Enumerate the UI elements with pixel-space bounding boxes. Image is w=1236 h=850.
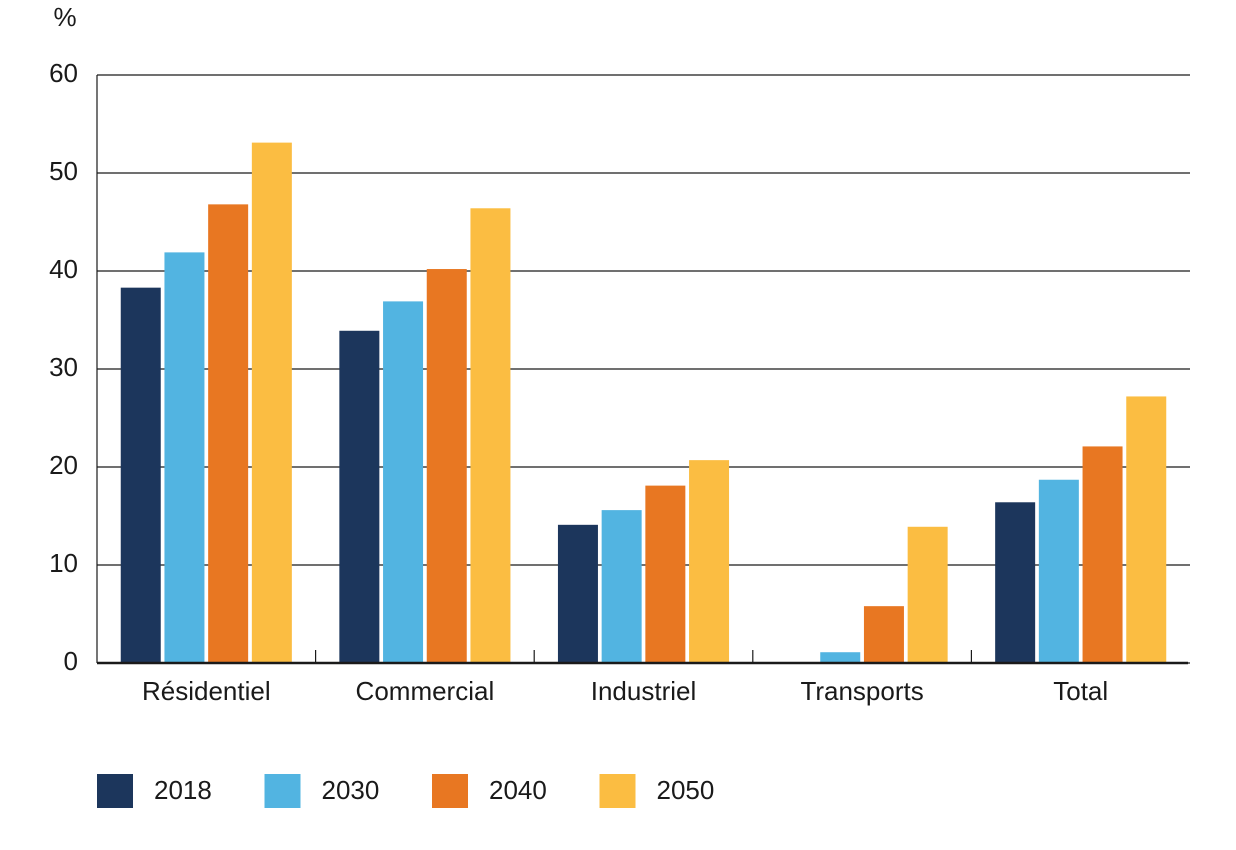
legend-swatch (599, 774, 636, 808)
bar (208, 204, 249, 664)
bar (1082, 446, 1123, 663)
y-tick-label: 10 (49, 548, 78, 578)
x-tick-label: Commercial (356, 676, 495, 706)
legend-label: 2018 (154, 775, 212, 805)
y-tick-label: 20 (49, 450, 78, 480)
x-tick-label: Résidentiel (142, 676, 271, 706)
legend-swatch (97, 774, 133, 808)
y-tick-label: 50 (49, 156, 78, 186)
legend-label: 2030 (322, 775, 380, 805)
x-tick-label: Industriel (591, 676, 697, 706)
bar (426, 269, 467, 663)
bar (470, 208, 511, 663)
bar (1126, 396, 1167, 663)
bar (557, 524, 598, 663)
bar (645, 485, 686, 663)
y-tick-label: 60 (49, 58, 78, 88)
bar (120, 287, 161, 663)
x-tick-label: Transports (800, 676, 923, 706)
y-tick-label: 0 (64, 646, 78, 676)
bar (383, 301, 424, 663)
legend-swatch (432, 774, 468, 808)
bar (1038, 479, 1079, 663)
bar (689, 460, 730, 663)
bar (863, 606, 904, 663)
y-tick-label: 40 (49, 254, 78, 284)
bar (339, 330, 380, 663)
y-tick-label: 30 (49, 352, 78, 382)
y-axis-label: % (53, 2, 76, 32)
x-tick-label: Total (1053, 676, 1108, 706)
legend-label: 2040 (489, 775, 547, 805)
bar (164, 252, 205, 663)
bar (251, 142, 292, 663)
legend-swatch (264, 774, 301, 808)
bar (601, 510, 642, 663)
legend-label: 2050 (657, 775, 715, 805)
bar (995, 502, 1036, 663)
bar (907, 526, 948, 663)
bar (820, 652, 861, 663)
